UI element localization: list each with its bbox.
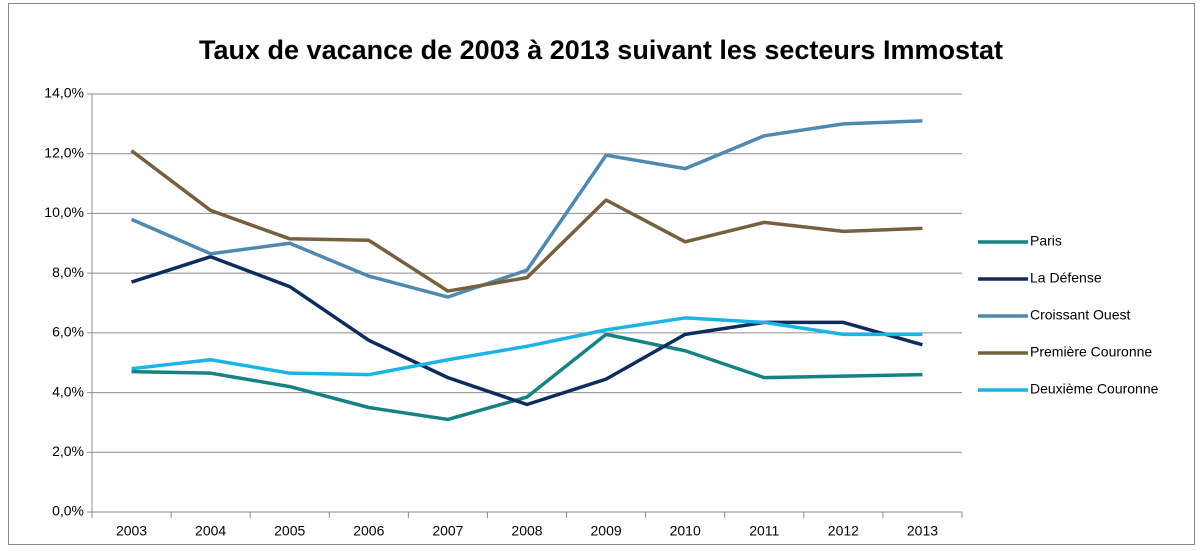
y-tick-label: 0,0% [52,503,84,519]
y-tick-label: 6,0% [52,324,84,340]
y-tick-label: 2,0% [52,443,84,459]
series-line [131,316,923,377]
x-tick-label: 2012 [828,523,859,539]
x-tick-label: 2009 [591,523,622,539]
x-tick-label: 2007 [432,523,463,539]
legend-label: La Défense [1030,270,1102,286]
y-tick-label: 8,0% [52,264,84,280]
legend-label: Première Couronne [1030,344,1152,360]
legend-label: Deuxième Couronne [1030,381,1159,397]
x-tick-label: 2008 [511,523,542,539]
x-tick-label: 2006 [353,523,384,539]
x-tick-label: 2013 [907,523,938,539]
chart-border [8,3,1195,545]
chart-title: Taux de vacance de 2003 à 2013 suivant l… [199,35,1003,65]
series-line [130,149,923,293]
series-line [130,119,923,299]
x-tick-label: 2004 [195,523,226,539]
x-tick-label: 2005 [274,523,305,539]
series-line [131,332,923,422]
y-tick-label: 10,0% [44,204,84,220]
y-tick-label: 4,0% [52,383,84,399]
legend-label: Croissant Ouest [1030,307,1130,323]
y-tick-label: 12,0% [44,144,84,160]
x-tick-label: 2011 [749,523,779,539]
legend-label: Paris [1030,233,1062,249]
x-tick-label: 2003 [116,523,147,539]
series-line [131,254,923,407]
x-tick-label: 2010 [670,523,701,539]
y-tick-label: 14,0% [44,85,84,101]
